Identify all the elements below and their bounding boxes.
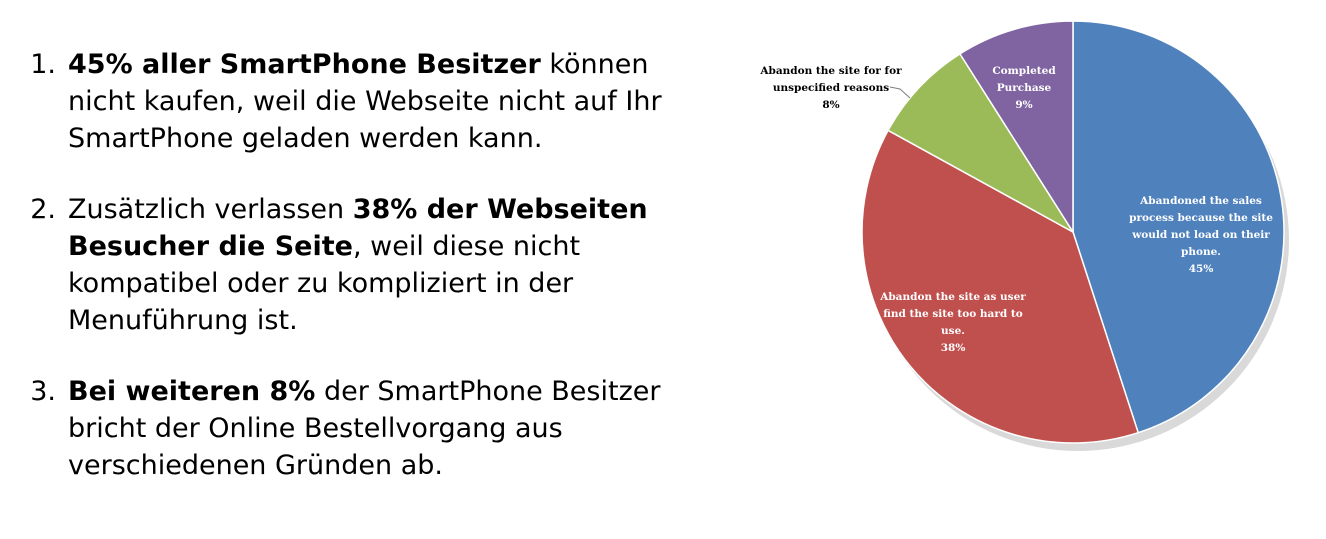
slice-value-label: 38% (941, 342, 966, 354)
point-text-before: Zusätzlich verlassen (68, 194, 353, 225)
point-text: 45% aller SmartPhone Besitzer können nic… (68, 46, 718, 157)
point-number: 2. (30, 194, 56, 225)
pie-chart-svg: Abandoned the sales process because the s… (759, 20, 1289, 451)
slice-label-line: phone. (1181, 246, 1221, 258)
point-text-after: der SmartPhone Besitzer bricht der Onlin… (68, 376, 661, 481)
slice-value-label: 45% (1189, 263, 1214, 275)
slice-label-line: Purchase (997, 82, 1052, 94)
slice-label-line: process because the site (1129, 212, 1273, 224)
slice-label-2: Abandon the site as user find the site to… (879, 291, 1026, 354)
point-bold-text: 45% aller SmartPhone Besitzer (68, 49, 541, 80)
point-text-after: können nicht kaufen, weil die Webseite n… (68, 49, 662, 154)
slice-label-line: Completed (992, 65, 1056, 77)
pie-slice-3 (887, 52, 1074, 233)
slice-value-label: 8% (822, 99, 839, 111)
slice-label-1: Abandoned the sales process because the s… (1129, 195, 1273, 275)
slice-label-3: Abandon the site for for unspecified reas… (759, 65, 902, 111)
pie-slice-1 (1072, 20, 1285, 434)
pie-slices (861, 20, 1285, 444)
slice-label-line: unspecified reasons (773, 82, 889, 94)
leader-line (889, 86, 911, 99)
slice-label-line: Abandoned the sales (1139, 195, 1262, 207)
point-number: 1. (30, 49, 56, 80)
slice-label-line: use. (941, 325, 965, 337)
pie-chart: Abandoned the sales process because the s… (740, 0, 1326, 539)
pie-slice-4 (958, 20, 1074, 235)
slice-label-line: Abandon the site as user (879, 291, 1026, 303)
slice-label-line: Abandon the site for for (759, 65, 902, 77)
point-text-after: , weil diese nicht kompatibel oder zu ko… (68, 231, 581, 336)
point-number: 3. (30, 376, 56, 407)
slice-label-line: find the site too hard to (883, 308, 1023, 320)
slice-label-4: Completed Purchase 9% (992, 65, 1056, 111)
slice-label-line: would not load on their (1131, 229, 1270, 241)
point-bold-text: 38% der Webseiten Besucher die Seite (68, 194, 648, 262)
pie-slice-2 (861, 129, 1140, 444)
point-bold-text: Bei weiteren 8% (68, 376, 316, 407)
point-text: Zusätzlich verlassen 38% der Webseiten B… (68, 191, 718, 339)
point-text: Bei weiteren 8% der SmartPhone Besitzer … (68, 373, 718, 484)
slice-value-label: 9% (1015, 99, 1032, 111)
